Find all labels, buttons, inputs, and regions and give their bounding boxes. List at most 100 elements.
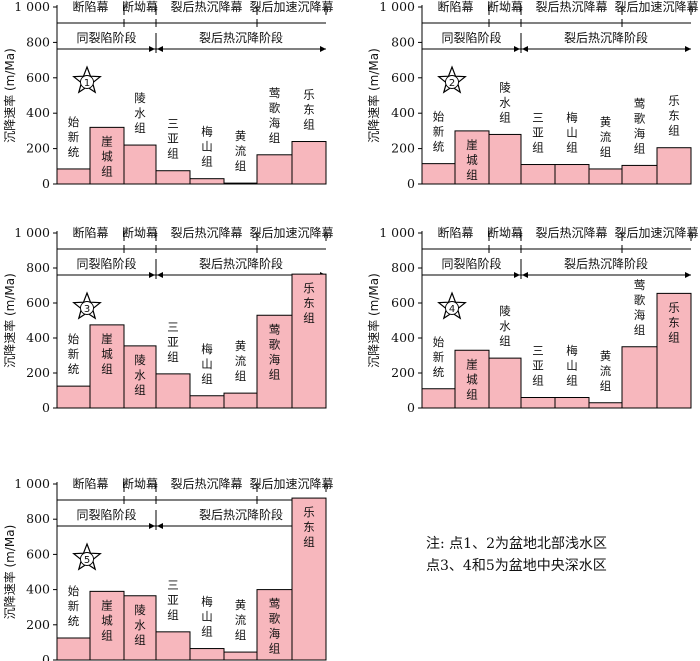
bar-label-7-char: 莺: [269, 86, 281, 100]
bar-label-1-char: 新: [433, 125, 445, 139]
bar-label-8-char: 组: [303, 118, 315, 132]
stage-label-1: 同裂陷阶段: [76, 256, 136, 271]
y-axis-label: 沉降速率 (m/Ma): [366, 48, 381, 143]
bar-label-8-char: 东: [303, 103, 315, 117]
bar-label-3-char: 组: [134, 121, 146, 135]
bar-label-6-char: 黄: [235, 598, 247, 612]
bar-label-3-char: 组: [499, 334, 511, 348]
bar-label-2: 崖城组: [101, 134, 113, 178]
bar-label-2-char: 崖: [466, 138, 478, 152]
y-tick-label: 200: [391, 141, 415, 156]
bar-label-6-char: 流: [235, 354, 247, 368]
phase-label-3: 裂后热沉降幕: [535, 0, 607, 14]
bar-label-7-char: 组: [269, 131, 281, 145]
bar-label-4-char: 组: [167, 608, 179, 622]
phase-label-4: 裂后加速沉降幕: [249, 226, 333, 240]
phase-label-1: 断陷幕: [72, 0, 108, 14]
bar-label-2: 崖城组: [101, 598, 113, 642]
bar-label-3: 陵水组: [499, 80, 511, 124]
stage-label-1: 同裂陷阶段: [441, 30, 501, 45]
bar-label-2: 崖城组: [466, 138, 478, 182]
site-marker-number: 4: [449, 304, 455, 315]
stage-arrow: [514, 272, 520, 278]
bar-label-8-char: 乐: [668, 300, 680, 314]
bar-label-7-char: 莺: [269, 597, 281, 611]
bar-label-5-char: 山: [566, 126, 578, 140]
bar-label-1-char: 统: [68, 614, 80, 628]
bar-5: [554, 164, 590, 185]
bar-label-7-char: 歌: [269, 337, 281, 351]
bar-label-6: 黄流组: [600, 115, 612, 159]
y-tick-label: 200: [26, 141, 50, 156]
site-marker-circle: [445, 301, 459, 315]
bar-8: [656, 292, 692, 409]
y-tick-label: 600: [26, 70, 50, 85]
bar-label-6: 黄流组: [600, 349, 612, 393]
bar-label-6-char: 流: [600, 364, 612, 378]
bar-label-8-char: 东: [668, 109, 680, 123]
y-tick-label: 800: [26, 511, 50, 526]
bar-label-5: 梅山组: [566, 111, 578, 155]
bar-label-4: 三亚组: [532, 344, 544, 388]
stage-arrow: [149, 46, 155, 52]
bar-label-7-char: 歌: [269, 612, 281, 626]
bar-label-2-char: 组: [101, 164, 113, 178]
bar-label-6-char: 组: [235, 159, 247, 173]
bar-label-2-char: 城: [466, 153, 478, 167]
bar-label-2-char: 崖: [101, 332, 113, 346]
phase-label-3: 裂后热沉降幕: [170, 226, 242, 240]
stage-label-1: 同裂陷阶段: [441, 256, 501, 271]
bar-label-8: 乐东组: [668, 300, 680, 344]
bar-label-3-char: 组: [499, 110, 511, 124]
stage-arrow: [685, 272, 691, 278]
bar-label-6-char: 黄: [600, 349, 612, 363]
bar-label-3-char: 陵: [134, 353, 146, 367]
bar-label-6-char: 组: [600, 379, 612, 393]
bar-label-6-char: 流: [235, 144, 247, 158]
y-tick-label: 200: [26, 365, 50, 380]
stage-label-1: 同裂陷阶段: [76, 30, 136, 45]
bar-label-3-char: 陵: [134, 603, 146, 617]
bar-label-1-char: 始: [68, 584, 80, 598]
bar-label-2-char: 组: [466, 387, 478, 401]
phase-label-1: 断陷幕: [72, 225, 108, 240]
bar-label-5-char: 山: [201, 140, 213, 154]
bar-label-4-char: 三: [167, 578, 179, 592]
phase-label-4: 裂后加速沉降幕: [614, 0, 698, 14]
bar-label-4-char: 亚: [532, 359, 544, 373]
bar-label-4-char: 组: [167, 147, 179, 161]
bar-label-5-char: 组: [566, 374, 578, 388]
bar-label-8-char: 乐: [303, 88, 315, 102]
bar-6: [588, 402, 623, 409]
bar-label-3-char: 陵: [134, 91, 146, 105]
chart-panel-3: 0 200 400 600 800 1 000 沉降速率 (m/Ma) 断陷幕 断坳幕 裂后热沉降…: [2, 225, 334, 415]
bar-label-5-char: 山: [566, 359, 578, 373]
bar-label-4-char: 组: [167, 350, 179, 364]
phase-label-1: 断陷幕: [437, 0, 473, 14]
y-tick-label: 600: [26, 295, 50, 310]
bar-label-8-char: 组: [303, 535, 315, 549]
y-tick-label: 800: [26, 34, 50, 49]
phase-label-2: 断坳幕: [487, 0, 523, 14]
bar-label-5-char: 梅: [566, 344, 578, 358]
bar-label-6-char: 黄: [600, 115, 612, 129]
chart-panel-2: 0 200 400 600 800 1 000 沉降速率 (m/Ma) 断陷幕 断坳幕 裂后热沉降…: [366, 0, 699, 191]
bar-2: [454, 130, 490, 185]
bar-label-5-char: 山: [201, 610, 213, 624]
stage-label-2: 裂后热沉降阶段: [564, 30, 648, 45]
y-tick-label: 0: [42, 400, 50, 415]
stage-label-2: 裂后热沉降阶段: [199, 30, 283, 45]
bar-label-3-char: 组: [134, 633, 146, 647]
y-tick-label: 1 000: [14, 476, 50, 491]
bar-label-2-char: 城: [101, 149, 113, 163]
bar-label-8-char: 东: [668, 315, 680, 329]
y-tick-label: 800: [391, 34, 415, 49]
bar-label-2-char: 城: [101, 613, 113, 627]
bar-label-5-char: 梅: [201, 125, 213, 139]
bar-label-2: 崖城组: [466, 357, 478, 401]
bar-label-8-char: 东: [303, 296, 315, 310]
bar-label-5-char: 梅: [201, 342, 213, 356]
